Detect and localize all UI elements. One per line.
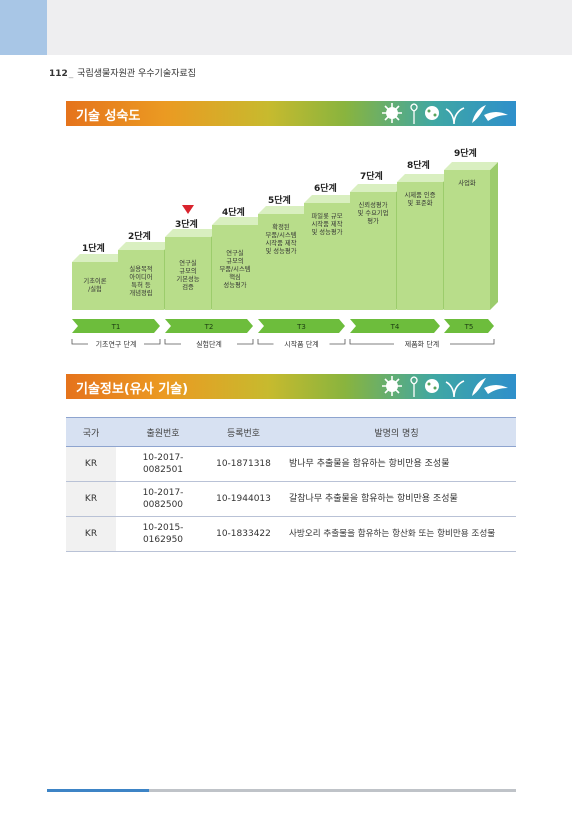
stage-label: 4단계 (222, 208, 245, 218)
maturity-staircase: T1 T2 T3 T4 T5 기초연구 단계 실험단계 시작품 단계 제품화 단계 (71, 162, 498, 349)
page-header: 112_ 국립생물자원관 우수기술자료집 (49, 66, 196, 79)
stage-step-4 (212, 217, 266, 310)
table-row: KR 10-2017- 0082500 10-1944013 갈참나무 추출물을 … (66, 481, 516, 517)
book-title: 국립생물자원관 우수기술자료집 (77, 69, 196, 79)
nature-decoration-icon (382, 103, 508, 125)
footer-line (47, 789, 516, 792)
stage-label: 6단계 (314, 184, 337, 194)
stage-label: 1단계 (82, 244, 105, 254)
band-label: T3 (296, 323, 306, 331)
stage-label: 9단계 (454, 149, 477, 159)
band-label: T2 (204, 323, 214, 331)
stage-description: 실용목적 아이디어 특허 등 개념정립 (129, 266, 153, 297)
stage-label: 7단계 (360, 172, 383, 182)
stage-description: 신뢰성평가 및 수요기업 평가 (357, 202, 389, 225)
section-title: 기술정보(유사 기술) (76, 382, 189, 397)
tech-band-t3 (258, 319, 345, 333)
stage-label: 8단계 (407, 161, 430, 171)
top-tab (0, 0, 47, 55)
col-application: 출원번호 (116, 417, 210, 447)
phase-label: 제품화 단계 (405, 340, 439, 349)
header-separator: _ (68, 69, 74, 79)
stage-description: 연구실 규모의 부품/시스템 핵심 성능평가 (219, 249, 251, 289)
phase-label: 기초연구 단계 (96, 340, 137, 349)
tech-band-t2 (165, 319, 253, 333)
cell-application: 10-2017- 0082501 (116, 446, 210, 482)
cell-name: 갈참나무 추출물을 함유하는 항비만용 조성물 (277, 481, 516, 517)
footer-accent (47, 789, 149, 792)
stage-step-3 (165, 229, 219, 310)
phase-bracket (71, 339, 161, 345)
application-part2: 0082500 (142, 500, 184, 510)
cell-application: 10-2015- 0162950 (116, 516, 210, 552)
tech-band-t5 (444, 319, 494, 333)
page-number: 112 (49, 69, 68, 79)
phase-bracket (349, 339, 495, 345)
cell-country: KR (66, 481, 116, 517)
stage-description: 시제품 인증 및 표준화 (404, 192, 436, 207)
stage-step-9 (444, 162, 498, 310)
stage-label: 5단계 (268, 196, 291, 206)
current-stage-marker-icon (182, 205, 194, 214)
section-banner-tech-info: 기술정보(유사 기술) (66, 374, 516, 399)
phase-label: 시작품 단계 (284, 340, 318, 349)
band-label: T5 (464, 323, 474, 331)
cell-country: KR (66, 516, 116, 552)
phase-bracket (164, 339, 254, 345)
stage-label: 2단계 (128, 232, 151, 242)
table-row: KR 10-2017- 0082501 10-1871318 밤나무 추출물을 함… (66, 446, 516, 482)
section-title: 기술 성숙도 (76, 109, 141, 124)
cell-registration: 10-1833422 (210, 516, 277, 552)
phase-label: 실험단계 (196, 340, 222, 349)
stage-description: 확정된 부품/시스템 시작품 제작 및 성능평가 (265, 224, 297, 255)
band-label: T1 (111, 323, 121, 331)
phase-bracket (257, 339, 346, 345)
cell-name: 사방오리 추출물을 함유하는 항산화 또는 항비만용 조성물 (277, 516, 516, 552)
col-registration: 등록번호 (210, 417, 277, 447)
application-part1: 10-2017- (142, 453, 184, 463)
col-country: 국가 (66, 417, 116, 447)
stage-description: 연구실 규모의 기본성능 검증 (176, 259, 200, 291)
stage-description: 기초이론/실험 (83, 278, 107, 293)
tech-band-t4 (350, 319, 440, 333)
stage-description: 파일롯 규모 시작품 제작 및 성능평가 (311, 213, 343, 236)
application-part1: 10-2015- (142, 523, 184, 533)
similar-tech-table: 국가 출원번호 등록번호 발명의 명칭 KR 10-2017- 0082501 1… (66, 417, 516, 552)
application-part1: 10-2017- (142, 488, 184, 498)
cell-registration: 10-1944013 (210, 481, 277, 517)
cell-registration: 10-1871318 (210, 446, 277, 482)
cell-country: KR (66, 446, 116, 482)
application-part2: 0082501 (142, 465, 184, 475)
cell-name: 밤나무 추출물을 함유하는 항비만용 조성물 (277, 446, 516, 482)
cell-application: 10-2017- 0082500 (116, 481, 210, 517)
top-band (0, 0, 572, 55)
stage-description: 사업화 (458, 180, 476, 187)
section-banner-maturity: 기술 성숙도 (66, 101, 516, 126)
band-label: T4 (390, 323, 400, 331)
stage-label: 3단계 (175, 220, 198, 230)
application-part2: 0162950 (142, 535, 184, 545)
tech-band-t1 (72, 319, 160, 333)
table-row: KR 10-2015- 0162950 10-1833422 사방오리 추출물을 … (66, 516, 516, 552)
nature-decoration-icon (382, 376, 508, 398)
col-name: 발명의 명칭 (277, 417, 516, 447)
table-header-row: 국가 출원번호 등록번호 발명의 명칭 (66, 417, 516, 447)
